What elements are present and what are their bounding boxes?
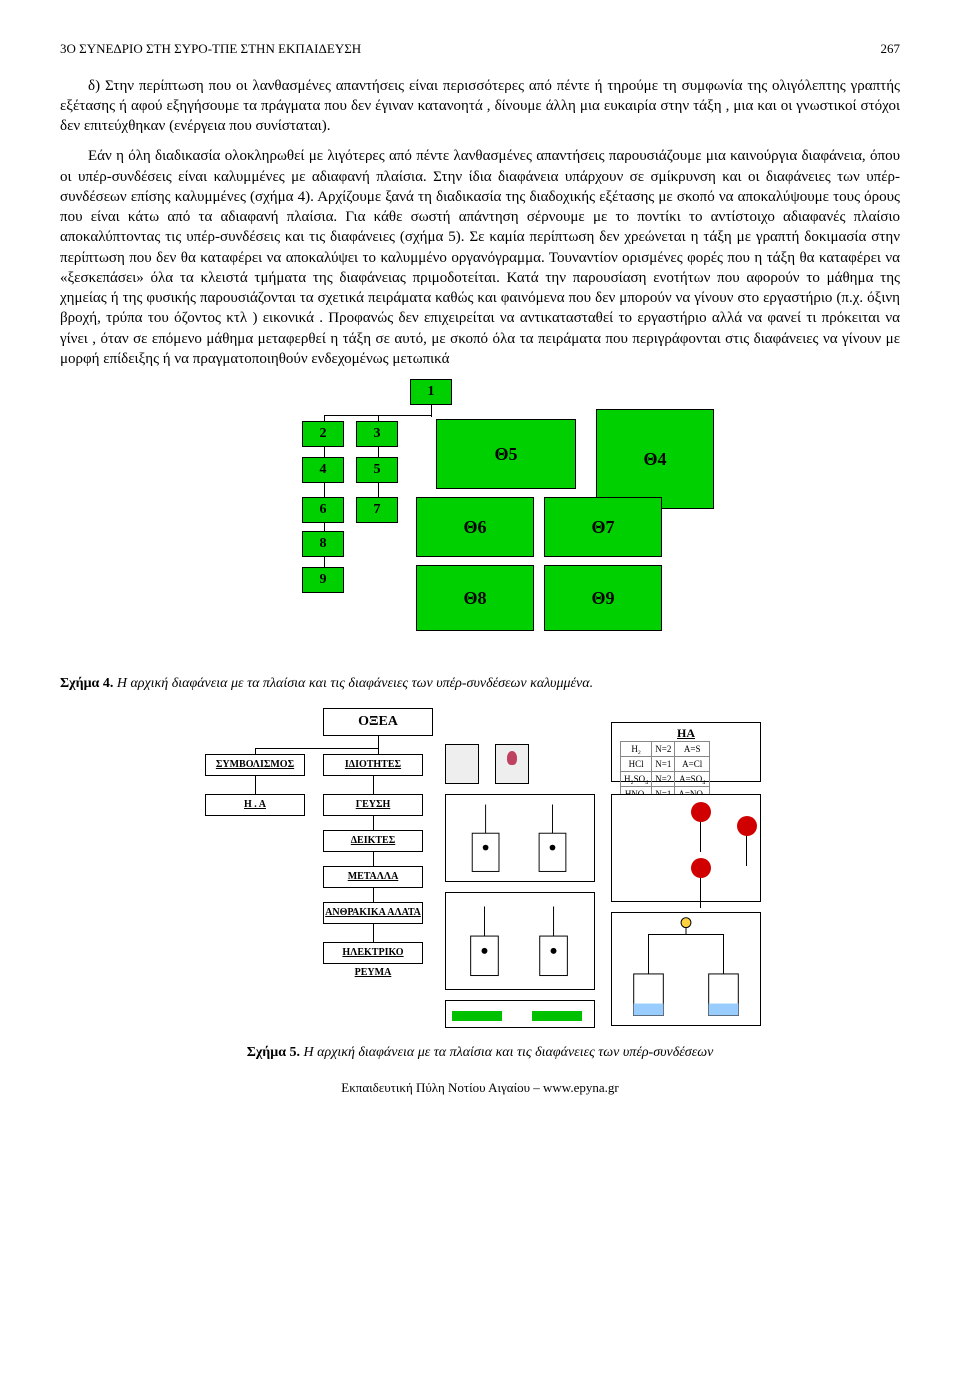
small-box-9: 9 [302, 567, 344, 593]
big-box-Θ4: Θ4 [596, 409, 714, 509]
paragraph-d: δ) Στην περίπτωση που οι λανθασμένες απα… [60, 76, 900, 137]
node-5: ΜΕΤΑΛΛΑ [323, 866, 423, 888]
connector-line [378, 736, 379, 748]
node-4: ΔΕΙΚΤΕΣ [323, 830, 423, 852]
big-box-Θ7: Θ7 [544, 497, 662, 557]
caption-schema4: Σχήμα 4. Η αρχική διαφάνεια με τα πλαίσι… [60, 675, 900, 694]
connector-line [255, 776, 256, 794]
panel-p3 [445, 794, 595, 882]
connector-line [378, 447, 379, 457]
big-box-Θ8: Θ8 [416, 565, 534, 631]
connector-line [324, 557, 325, 567]
schema5-diagram: ΟΞΕΑ ΣΥΜΒΟΛΙΣΜΟΣ ΙΔΙΟΤΗΤΕΣ H . A ΓΕΥΣΗ ΔΕΙΚΤΕ… [135, 708, 825, 1038]
caption5-text: Η αρχική διαφάνεια με τα πλαίσια και τις… [300, 1045, 713, 1060]
panel-ha-table: HAH₂N=2A=SHClN=1A=ClH₂SO₄N=2A=SO₄HNO₃N=1… [611, 722, 761, 782]
drip-line [746, 836, 747, 866]
ha-title: HA [612, 725, 760, 741]
small-box-1: 1 [410, 379, 452, 405]
small-box-2: 2 [302, 421, 344, 447]
panel-p6 [611, 794, 761, 902]
caption4-label: Σχήμα 4. [60, 676, 113, 691]
small-box-5: 5 [356, 457, 398, 483]
mini-slide-0 [445, 744, 479, 784]
connector-line [324, 447, 325, 457]
caption5-label: Σχήμα 5. [247, 1045, 300, 1060]
topbox-oxea: ΟΞΕΑ [323, 708, 433, 736]
small-box-4: 4 [302, 457, 344, 483]
green-strip [532, 1011, 582, 1021]
connector-line [373, 924, 374, 942]
redball-2 [691, 858, 711, 878]
node-0: ΣΥΜΒΟΛΙΣΜΟΣ [205, 754, 305, 776]
caption4-text: Η αρχική διαφάνεια με τα πλαίσια και τις… [113, 676, 593, 691]
green-strip [452, 1011, 502, 1021]
caption-schema5: Σχήμα 5. Η αρχική διαφάνεια με τα πλαίσι… [60, 1044, 900, 1063]
big-box-Θ5: Θ5 [436, 419, 576, 489]
header-pagenum: 267 [881, 40, 901, 58]
node-6: ΑΝΘΡΑΚΙΚΑ ΑΛΑΤΑ [323, 902, 423, 924]
connector-line [373, 888, 374, 902]
node-7: ΗΛΕΚΤΡΙΚΟ ΡΕΥΜΑ [323, 942, 423, 964]
drip-line [700, 822, 701, 852]
big-box-Θ6: Θ6 [416, 497, 534, 557]
paragraph-main: Εάν η όλη διαδικασία ολοκληρωθεί με λιγό… [60, 146, 900, 369]
page-header: 3Ο ΣΥΝΕΔΡΙΟ ΣΤΗ ΣΥΡΟ-ΤΠΕ ΣΤΗΝ ΕΚΠΑΙΔΕΥΣΗ… [60, 40, 900, 58]
panel-p7 [611, 912, 761, 1026]
big-box-Θ9: Θ9 [544, 565, 662, 631]
connector-line [324, 483, 325, 497]
small-box-6: 6 [302, 497, 344, 523]
small-box-7: 7 [356, 497, 398, 523]
redball-0 [691, 802, 711, 822]
panel-p5 [445, 1000, 595, 1028]
header-conference: 3Ο ΣΥΝΕΔΡΙΟ ΣΤΗ ΣΥΡΟ-ΤΠΕ ΣΤΗΝ ΕΚΠΑΙΔΕΥΣΗ [60, 40, 361, 58]
connector-line [378, 483, 379, 497]
connector-line [373, 852, 374, 866]
connector-line [324, 523, 325, 531]
schema4-diagram: 1 2345678 9 Θ5 Θ4 Θ6Θ7Θ8Θ9 [200, 379, 760, 669]
connector-line [373, 816, 374, 830]
mini-slide-1 [495, 744, 529, 784]
figure-schema5: ΟΞΕΑ ΣΥΜΒΟΛΙΣΜΟΣ ΙΔΙΟΤΗΤΕΣ H . A ΓΕΥΣΗ ΔΕΙΚΤΕ… [60, 708, 900, 1038]
node-3: ΓΕΥΣΗ [323, 794, 423, 816]
connector-line [255, 748, 379, 749]
figure-schema4: 1 2345678 9 Θ5 Θ4 Θ6Θ7Θ8Θ9 [60, 379, 900, 669]
page-footer: Εκπαιδευτική Πύλη Νοτίου Αιγαίου – www.e… [60, 1079, 900, 1097]
small-box-3: 3 [356, 421, 398, 447]
drip-line [700, 878, 701, 908]
panel-p4 [445, 892, 595, 990]
redball-1 [737, 816, 757, 836]
node-1: ΙΔΙΟΤΗΤΕΣ [323, 754, 423, 776]
connector-line [373, 776, 374, 794]
node-2: H . A [205, 794, 305, 816]
small-box-8: 8 [302, 531, 344, 557]
